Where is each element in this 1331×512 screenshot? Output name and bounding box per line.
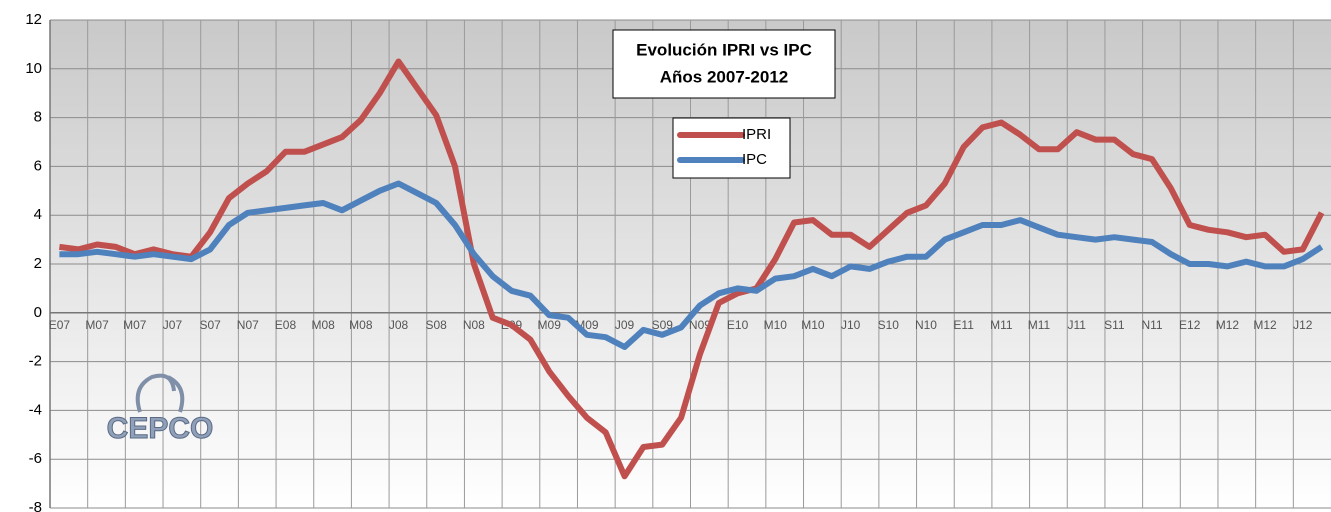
x-tick-label: M12 xyxy=(1216,318,1240,332)
x-tick-label: E07 xyxy=(49,318,71,332)
y-tick-label: 2 xyxy=(34,255,42,272)
chart-title: Evolución IPRI vs IPC xyxy=(636,40,812,59)
x-tick-label: M09 xyxy=(538,318,562,332)
x-tick-label: M08 xyxy=(349,318,373,332)
legend-label: IPC xyxy=(742,151,767,168)
x-tick-label: S11 xyxy=(1104,318,1125,332)
y-tick-label: -8 xyxy=(29,499,42,512)
legend xyxy=(672,117,791,179)
x-tick-label: E10 xyxy=(727,318,749,332)
logo: CEPCO xyxy=(107,412,214,445)
x-tick-label: S10 xyxy=(878,318,900,332)
x-tick-label: N07 xyxy=(237,318,259,332)
x-tick-label: N08 xyxy=(463,318,485,332)
y-tick-label: -6 xyxy=(29,450,42,467)
x-tick-label: E11 xyxy=(953,318,974,332)
x-tick-label: M10 xyxy=(801,318,825,332)
x-tick-label: J07 xyxy=(163,318,183,332)
title-box xyxy=(612,29,836,99)
x-tick-label: E08 xyxy=(275,318,297,332)
x-tick-label: M07 xyxy=(123,318,147,332)
x-tick-label: M12 xyxy=(1253,318,1277,332)
y-tick-label: 4 xyxy=(34,206,42,223)
chart-subtitle: Años 2007-2012 xyxy=(660,67,789,86)
x-tick-label: N11 xyxy=(1141,318,1162,332)
x-tick-label: E12 xyxy=(1179,318,1201,332)
x-tick-label: J12 xyxy=(1293,318,1313,332)
logo-mark xyxy=(135,373,185,413)
x-tick-label: J11 xyxy=(1067,318,1086,332)
x-tick-label: S09 xyxy=(652,318,674,332)
y-tick-label: 8 xyxy=(34,109,42,126)
y-tick-label: 6 xyxy=(34,157,42,174)
x-tick-label: N09 xyxy=(689,318,711,332)
y-tick-label: 0 xyxy=(34,304,42,321)
x-tick-label: M11 xyxy=(990,318,1013,332)
legend-label: IPRI xyxy=(742,126,771,143)
x-tick-label: S07 xyxy=(199,318,221,332)
x-tick-label: J08 xyxy=(389,318,409,332)
series-line xyxy=(59,180,1324,350)
y-tick-label: 10 xyxy=(25,60,42,77)
x-tick-label: J10 xyxy=(841,318,861,332)
x-tick-label: S08 xyxy=(426,318,448,332)
y-tick-label: -2 xyxy=(29,353,42,370)
y-tick-label: 12 xyxy=(25,11,42,28)
y-tick-label: -4 xyxy=(29,401,42,418)
x-tick-label: J09 xyxy=(615,318,635,332)
x-tick-label: M07 xyxy=(85,318,109,332)
x-tick-label: M10 xyxy=(764,318,788,332)
series-line xyxy=(59,58,1325,480)
x-tick-label: M08 xyxy=(311,318,335,332)
x-tick-label: N10 xyxy=(915,318,937,332)
x-tick-label: M11 xyxy=(1028,318,1051,332)
